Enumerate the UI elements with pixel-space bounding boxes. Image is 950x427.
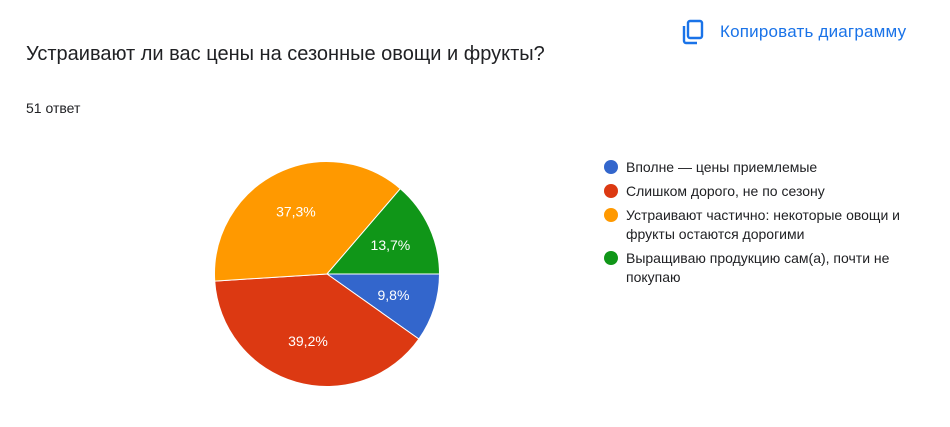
pie-slice-2[interactable] (214, 273, 420, 387)
legend-item-1[interactable]: Вполне — цены приемлемые (604, 158, 904, 177)
pie-slice-label-2: 39,2% (288, 333, 328, 349)
pie-slice-label-4: 13,7% (371, 237, 411, 253)
legend-label-1: Вполне — цены приемлемые (626, 159, 818, 175)
legend-swatch-3 (604, 208, 618, 222)
legend-label-2: Слишком дорого, не по сезону (626, 183, 825, 199)
pie-slice-label-1: 9,8% (378, 287, 410, 303)
legend-item-4[interactable]: Выращиваю продукцию сам(а), почти не пок… (604, 249, 904, 287)
legend-label-4: Выращиваю продукцию сам(а), почти не пок… (626, 250, 890, 285)
pie-slice-label-3: 37,3% (276, 204, 316, 220)
legend-item-2[interactable]: Слишком дорого, не по сезону (604, 182, 904, 201)
pie-slice-4[interactable] (325, 187, 441, 275)
legend-swatch-4 (604, 251, 618, 265)
legend-swatch-2 (604, 184, 618, 198)
legend-swatch-1 (604, 160, 618, 174)
copy-chart-button[interactable]: Копировать диаграмму (680, 18, 906, 46)
chart-legend: Вполне — цены приемлемые Слишком дорого, … (604, 158, 904, 292)
response-count: 51 ответ (26, 100, 81, 116)
legend-label-3: Устраивают частично: некоторые овощи и ф… (626, 207, 900, 242)
question-title: Устраивают ли вас цены на сезонные овощи… (26, 43, 545, 65)
copy-icon (680, 19, 706, 45)
copy-chart-label: Копировать диаграмму (720, 22, 907, 41)
pie-slice-3[interactable] (214, 161, 402, 282)
legend-item-3[interactable]: Устраивают частично: некоторые овощи и ф… (604, 206, 904, 244)
